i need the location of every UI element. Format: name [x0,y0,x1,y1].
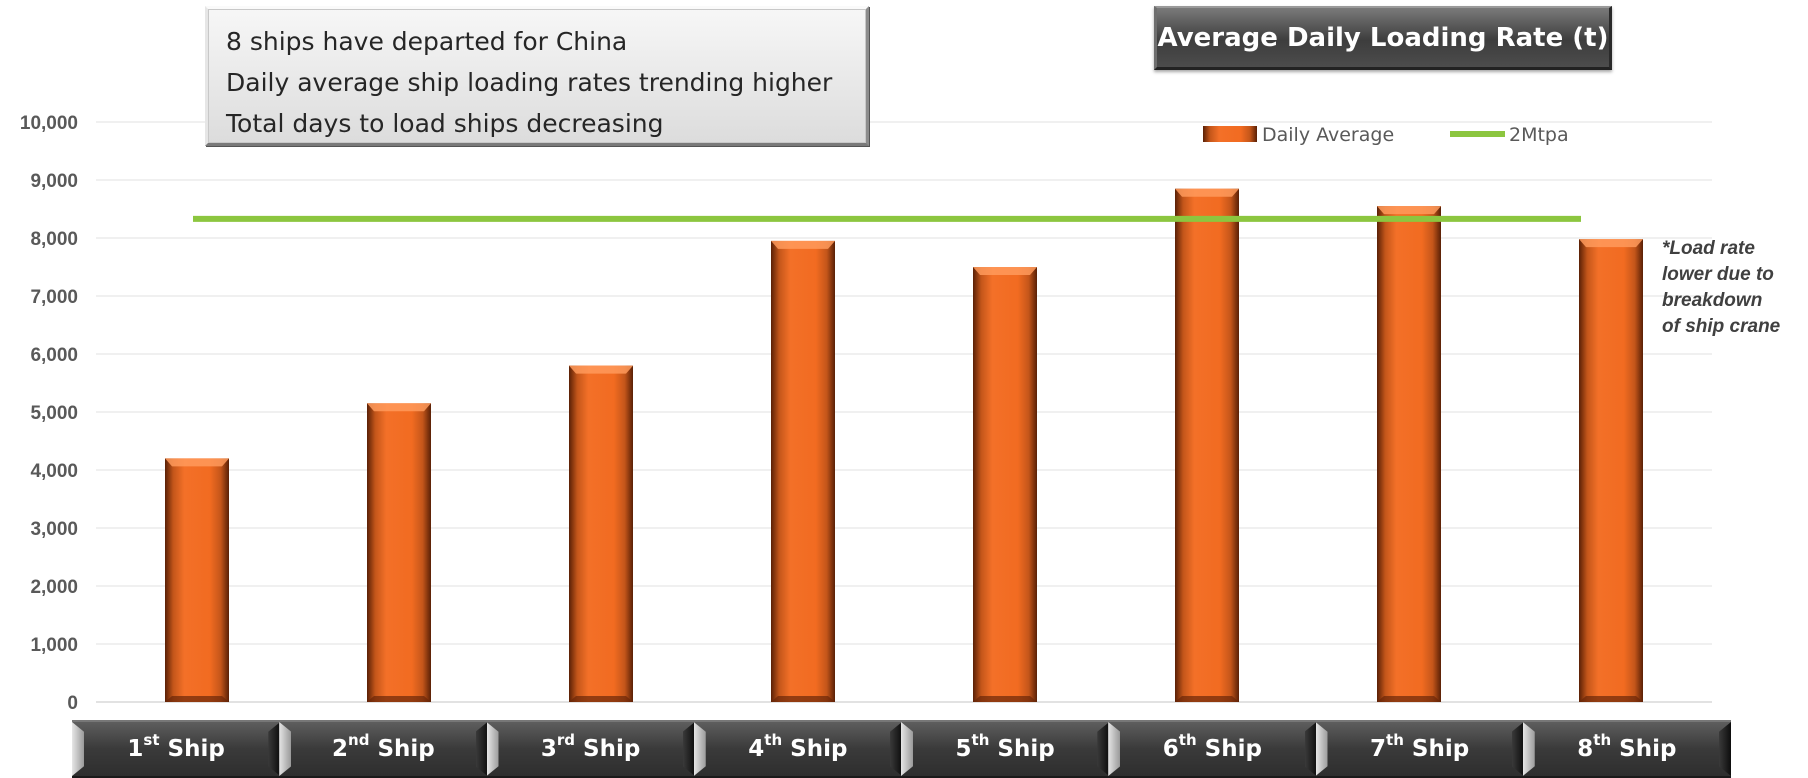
gridlines [96,121,1712,703]
y-tick-label: 7,000 [30,287,78,308]
bar [1377,206,1441,702]
y-tick-label: 0 [67,693,78,714]
note-line: breakdown [1662,290,1762,311]
callout-line: Total days to load ships decreasing [226,109,664,138]
load-rate-note: *Load rate lower due to breakdown of ship c… [1662,238,1781,337]
bar [165,458,229,702]
y-tick-label: 10,000 [20,113,78,134]
y-tick-label: 5,000 [30,403,78,424]
note-line: of ship crane [1662,316,1781,337]
bar [973,267,1037,702]
note-line: lower due to [1662,264,1774,285]
bars [165,188,1643,702]
bar [367,403,431,702]
legend: Daily Average 2Mtpa [1203,124,1569,146]
y-tick-label: 9,000 [30,171,78,192]
y-tick-label: 4,000 [30,461,78,482]
y-tick-label: 6,000 [30,345,78,366]
note-line: *Load rate [1662,238,1755,259]
bar [569,365,633,702]
legend-bar-swatch [1203,126,1257,142]
bar [771,240,835,702]
bar [1175,188,1239,702]
y-tick-label: 3,000 [30,519,78,540]
callout-line: 8 ships have departed for China [226,27,628,56]
summary-callout: 8 ships have departed for China Daily av… [205,6,869,146]
bar [1579,239,1643,702]
y-axis-ticks: 0 1,000 2,000 3,000 4,000 5,000 6,000 7,000 8,00… [20,113,78,714]
callout-line: Daily average ship loading rates trendin… [226,68,833,97]
chart-title: Average Daily Loading Rate (t) [1154,6,1612,70]
legend-label-2mtpa: 2Mtpa [1509,124,1569,146]
y-tick-label: 1,000 [30,635,78,656]
legend-label-daily-average: Daily Average [1262,124,1394,146]
y-tick-label: 2,000 [30,577,78,598]
y-tick-label: 8,000 [30,229,78,250]
